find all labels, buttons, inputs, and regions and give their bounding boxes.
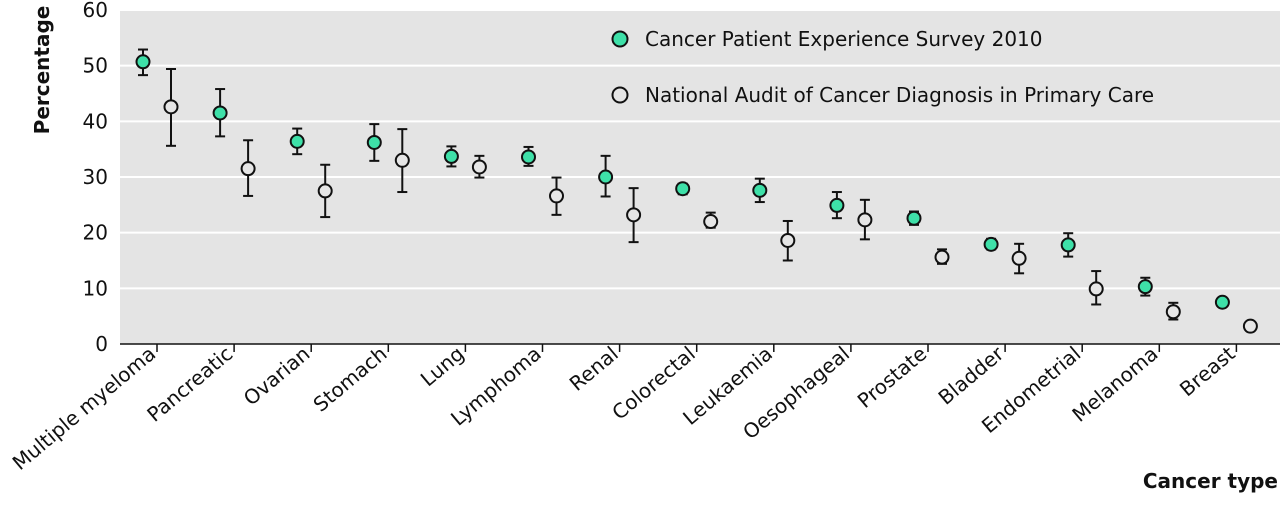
grid-lines: [120, 9, 1280, 290]
data-point-series-2: [626, 207, 642, 223]
data-point-series-1: [983, 236, 999, 252]
y-axis-title: Percentage: [30, 6, 54, 135]
data-point-series-1: [598, 169, 614, 185]
data-point-series-1: [135, 54, 151, 70]
data-point-series-1: [906, 210, 922, 226]
x-axis-title: Cancer type: [1143, 469, 1278, 493]
y-tick-label: 50: [83, 54, 108, 78]
data-point-series-2: [317, 183, 333, 199]
data-point-series-1: [829, 197, 845, 213]
data-point-series-1: [1060, 237, 1076, 253]
category-label: Breast: [1175, 341, 1240, 401]
y-tick-label: 0: [95, 332, 108, 356]
data-point-series-1: [366, 134, 382, 150]
category-label: Melanoma: [1067, 341, 1162, 426]
category-label: Multiple myeloma: [8, 341, 161, 474]
x-tick-marks: [156, 344, 1238, 352]
category-label: Prostate: [853, 341, 932, 412]
legend-label-series-2: National Audit of Cancer Diagnosis in Pr…: [645, 83, 1154, 107]
data-point-series-2: [549, 188, 564, 204]
legend-marker-series-2: [611, 86, 629, 104]
data-point-series-2: [857, 212, 873, 228]
data-point-series-2: [1242, 318, 1258, 334]
data-point-series-2: [471, 159, 487, 175]
data-point-series-2: [394, 152, 410, 168]
data-point-series-1: [675, 181, 691, 197]
data-point-series-1: [752, 182, 768, 198]
y-tick-labels: 0 10 20 30 40 50 60: [83, 0, 108, 356]
data-point-series-1: [289, 133, 305, 149]
data-point-series-2: [934, 249, 950, 265]
data-point-series-1: [521, 149, 536, 165]
y-tick-label: 30: [83, 165, 108, 189]
category-label: Bladder: [934, 341, 1009, 410]
category-label: Lung: [416, 341, 469, 391]
data-point-series-1: [212, 105, 228, 121]
category-label: Renal: [565, 341, 623, 395]
y-tick-label: 60: [83, 0, 108, 22]
data-point-series-1: [1214, 294, 1230, 310]
data-point-series-1: [1137, 279, 1153, 295]
data-point-series-2: [240, 161, 256, 177]
data-point-series-1: [443, 148, 459, 164]
data-marks: [135, 48, 1258, 334]
data-point-series-2: [780, 232, 796, 248]
data-point-series-2: [1165, 304, 1181, 320]
data-point-series-2: [163, 99, 179, 115]
legend-marker-series-1: [611, 30, 629, 48]
category-label: Stomach: [309, 341, 392, 416]
data-point-series-2: [1011, 250, 1027, 266]
y-tick-label: 10: [83, 276, 108, 300]
category-label: Pancreatic: [142, 341, 237, 426]
category-label: Ovarian: [239, 341, 315, 410]
data-point-series-2: [703, 214, 719, 230]
data-point-series-2: [1088, 281, 1104, 297]
y-tick-label: 40: [83, 109, 108, 133]
legend: Cancer Patient Experience Survey 2010 Na…: [611, 27, 1154, 107]
y-tick-label: 20: [83, 221, 108, 245]
legend-label-series-1: Cancer Patient Experience Survey 2010: [645, 27, 1043, 51]
